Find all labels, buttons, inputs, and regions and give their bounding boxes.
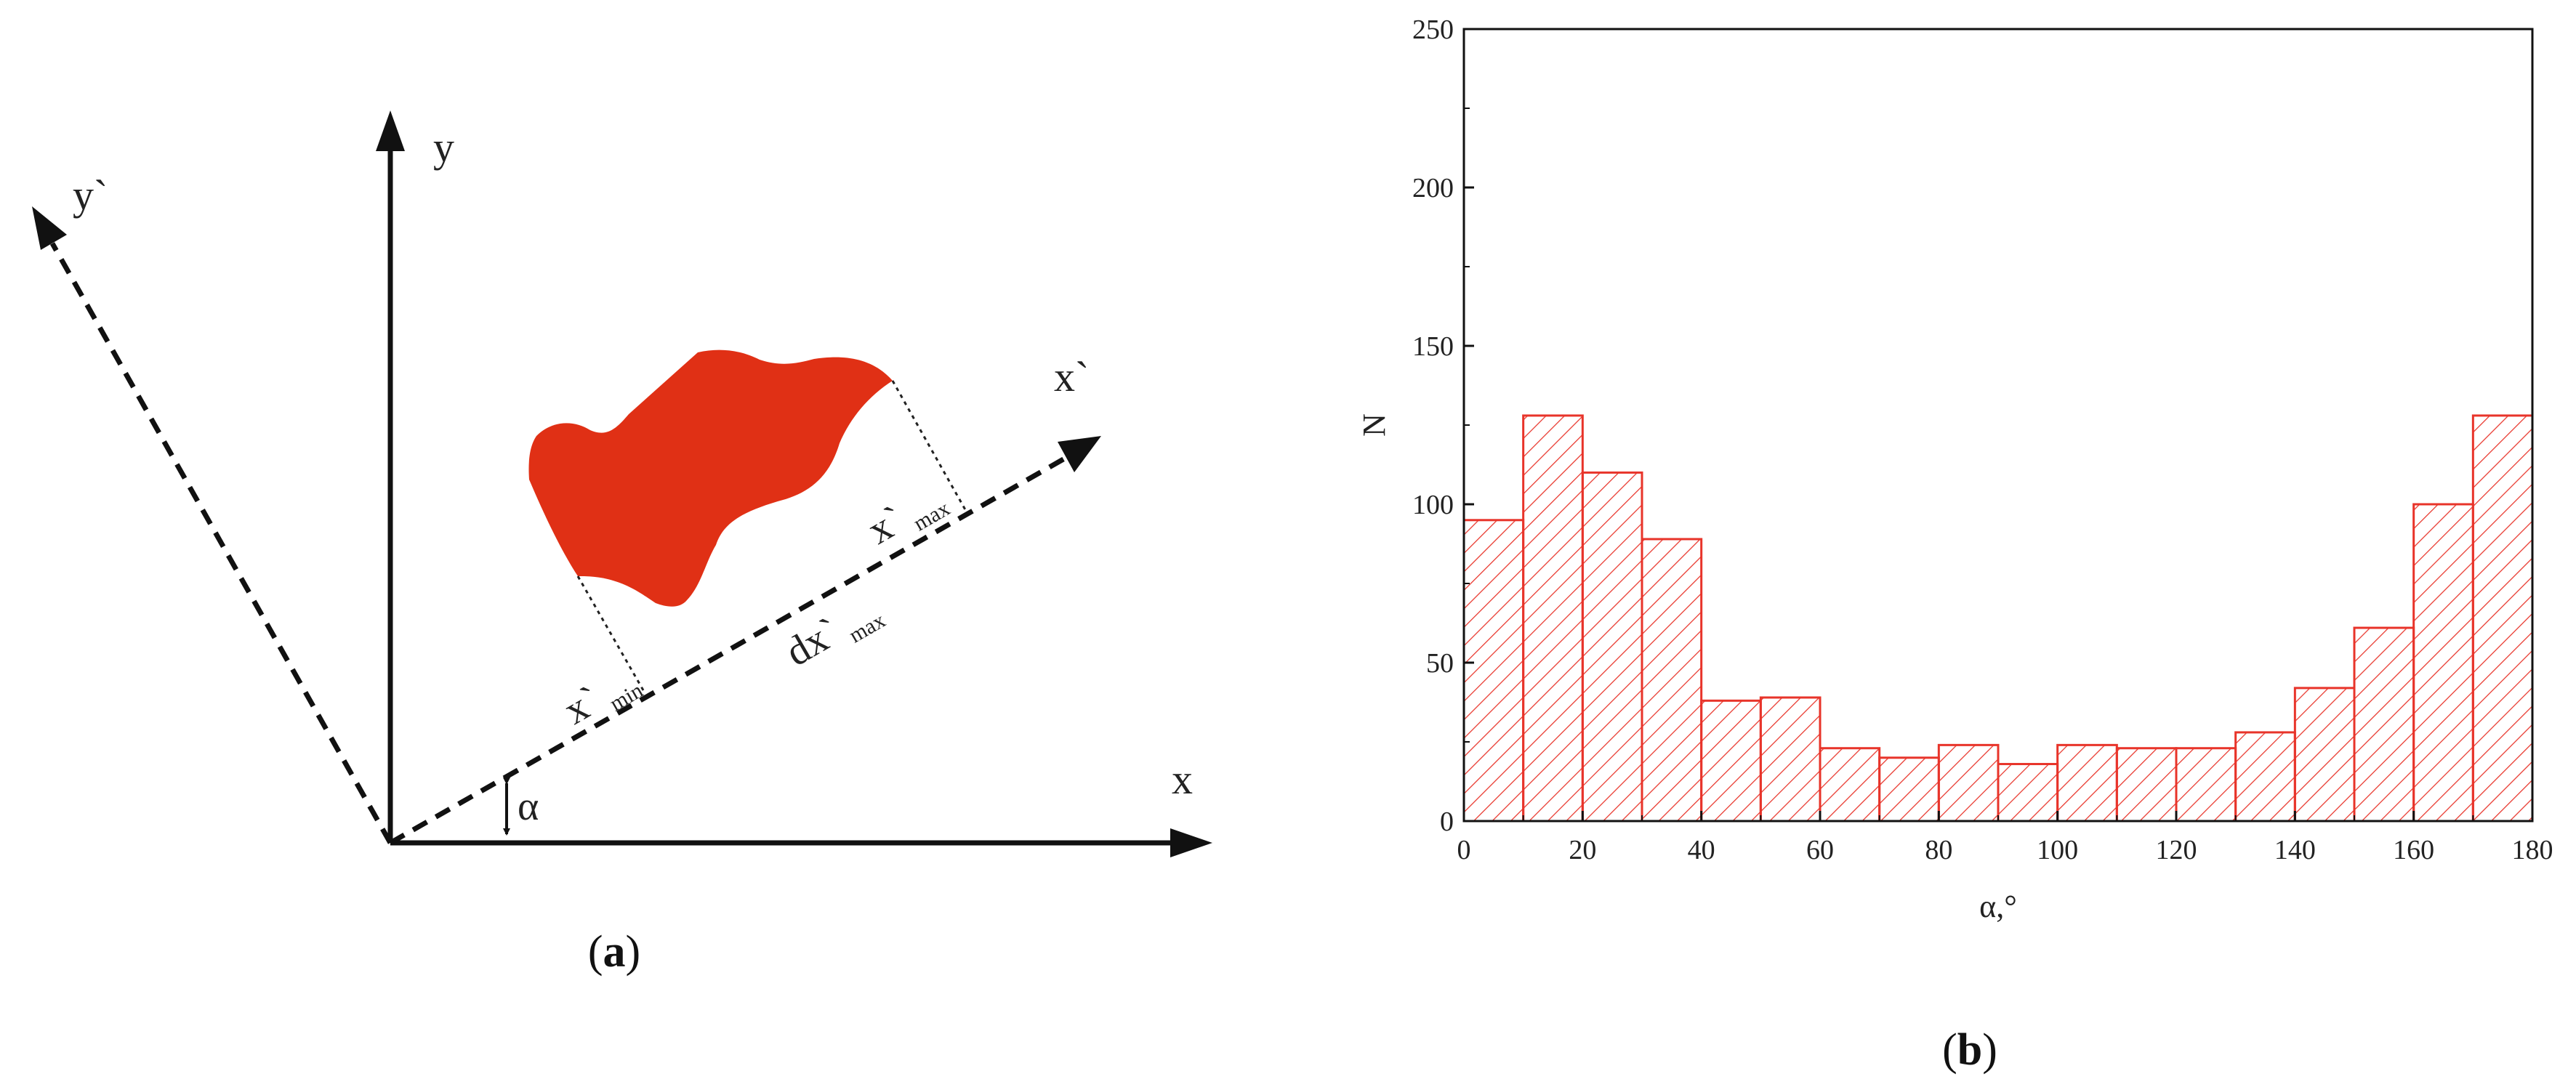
x-max-projection (891, 380, 968, 513)
y-axis-title: N (1356, 413, 1392, 437)
x-prime-axis-arrow (1058, 436, 1101, 472)
x-axis-arrow (1170, 828, 1212, 857)
x-tick-label-0: 0 (1457, 835, 1471, 865)
histogram-bar-160 (2412, 503, 2474, 823)
x-axis-title: α,° (1979, 889, 2017, 924)
y-axis-label: y (433, 124, 454, 171)
x-tick-label-140: 140 (2274, 835, 2316, 865)
histogram-bars (1462, 414, 2534, 823)
y-tick-label-100: 100 (1412, 490, 1454, 520)
y-prime-axis-label: y` (73, 171, 108, 219)
y-tick-label-0: 0 (1440, 807, 1454, 837)
x-tick-label-40: 40 (1688, 835, 1715, 865)
histogram-bar-20 (1581, 471, 1643, 823)
histogram-bar-170 (2471, 414, 2534, 823)
histogram-bar-100 (2056, 743, 2118, 823)
y-prime-axis (49, 242, 393, 844)
histogram-bar-60 (1819, 747, 1881, 823)
x-tick-label-60: 60 (1806, 835, 1834, 865)
panel-a-caption: (a) (588, 927, 640, 977)
x-tick-label-20: 20 (1569, 835, 1596, 865)
y-tick-label-50: 50 (1426, 648, 1454, 679)
y-axis-ticks: 0 50 100 150 200 250 (1412, 15, 1474, 837)
alpha-label: α (518, 784, 539, 829)
histogram-bar-70 (1878, 756, 1940, 823)
histogram-bar-50 (1759, 696, 1822, 823)
x-tick-label-80: 80 (1925, 835, 1952, 865)
x-tick-label-100: 100 (2037, 835, 2078, 865)
histogram-bar-10 (1522, 414, 1584, 823)
particle-shape (528, 349, 893, 607)
x-prime-axis-label: x` (1054, 353, 1089, 400)
orientation-diagram: y y` x x` α x` min x` max dx` max (a) (32, 110, 1212, 977)
histogram-bar-90 (1997, 763, 2059, 823)
y-tick-label-200: 200 (1412, 173, 1454, 203)
histogram-bar-30 (1641, 538, 1703, 823)
x-tick-label-120: 120 (2156, 835, 2197, 865)
histogram-bar-0 (1462, 519, 1525, 823)
y-prime-axis-arrow (32, 206, 67, 250)
x-min-projection (576, 575, 645, 691)
histogram-bar-150 (2353, 626, 2415, 823)
y-tick-label-250: 250 (1412, 15, 1454, 45)
x-axis-ticks: 0 20 40 60 80 100 120 140 160 180 (1457, 811, 2553, 865)
x-axis-label: x (1172, 756, 1193, 803)
panel-b-caption: (b) (1942, 1025, 1997, 1075)
y-axis-arrow (376, 110, 405, 151)
x-tick-label-180: 180 (2512, 835, 2553, 865)
x-tick-label-160: 160 (2393, 835, 2434, 865)
histogram-bar-130 (2234, 731, 2296, 823)
histogram-bar-140 (2293, 687, 2356, 823)
y-tick-label-150: 150 (1412, 331, 1454, 362)
histogram-bar-110 (2115, 747, 2178, 823)
histogram-bar-40 (1700, 699, 1762, 823)
histogram-bar-80 (1937, 743, 2000, 823)
histogram-bar-120 (2175, 747, 2237, 823)
